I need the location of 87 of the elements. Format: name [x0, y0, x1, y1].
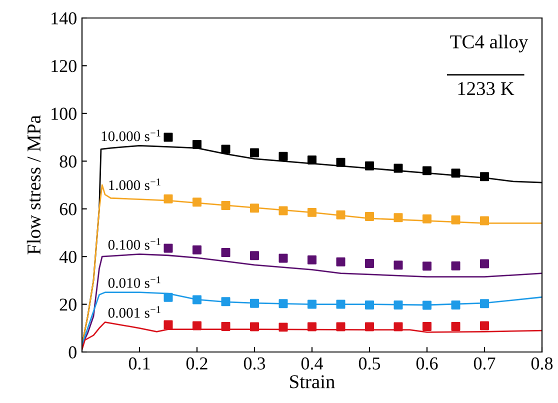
point	[308, 255, 316, 264]
point	[451, 168, 460, 178]
x-tick-label: 0.1	[128, 357, 150, 370]
x-tick-label: 0.5	[358, 357, 380, 370]
y-tick-label: 0	[68, 346, 76, 358]
point	[164, 194, 173, 204]
point	[451, 215, 460, 224]
y-tick-label: 140	[52, 12, 76, 24]
point	[164, 244, 173, 253]
line-series	[82, 292, 542, 346]
point	[336, 300, 346, 309]
point	[480, 321, 489, 330]
y-tick-label: 120	[52, 60, 76, 72]
x-axis-title: Strain	[290, 375, 335, 388]
series-label: 10.000 s$^{−1}$	[102, 130, 160, 142]
point	[221, 144, 230, 154]
point	[250, 204, 259, 213]
point	[250, 148, 259, 158]
point	[394, 300, 403, 310]
y-tick-label: 100	[52, 108, 76, 120]
point	[365, 258, 374, 268]
point	[192, 321, 202, 330]
point	[221, 248, 230, 258]
x-tick-label: 0.6	[416, 357, 438, 370]
x-tick-label: 0.7	[474, 357, 496, 370]
point	[480, 216, 489, 226]
annotation: 1233 K	[458, 82, 514, 96]
point	[422, 262, 432, 271]
series-label: 0.001 s$^{−1}$	[108, 306, 160, 318]
y-axis-title: Flow stress / MPa	[26, 115, 41, 254]
point	[278, 322, 288, 332]
point	[221, 322, 230, 331]
point	[451, 261, 460, 270]
x-tick-label: 0.2	[186, 357, 208, 370]
point	[278, 299, 288, 308]
point	[394, 213, 403, 222]
y-tick-label: 20	[60, 298, 76, 311]
point	[422, 166, 432, 176]
point	[336, 158, 346, 167]
point	[422, 214, 432, 224]
point	[365, 212, 374, 221]
point	[394, 164, 403, 173]
point	[164, 320, 173, 330]
point	[451, 300, 460, 310]
point	[480, 172, 489, 182]
point	[308, 300, 316, 309]
point	[192, 198, 202, 207]
point	[221, 297, 230, 306]
point	[308, 208, 316, 217]
y-tick-label: 60	[60, 203, 76, 216]
x-tick-label: 0.4	[301, 357, 324, 370]
point	[250, 322, 259, 332]
point	[250, 251, 259, 260]
point	[480, 259, 489, 268]
point	[451, 322, 460, 331]
point	[336, 322, 346, 332]
point	[308, 155, 316, 164]
point	[365, 300, 374, 310]
point	[192, 140, 202, 149]
series-label: 0.100 s$^{−1}$	[108, 238, 160, 250]
line-series	[82, 321, 542, 350]
point	[365, 161, 374, 170]
point	[308, 322, 316, 332]
point	[480, 299, 489, 308]
point	[221, 201, 230, 210]
point	[278, 152, 288, 161]
point	[164, 292, 173, 302]
point	[278, 206, 288, 216]
series-label: 0.010 s$^{−1}$	[108, 276, 160, 288]
y-tick-label: 40	[59, 250, 76, 264]
point	[336, 257, 346, 266]
series-label: 1.000 s$^{−1}$	[109, 178, 160, 190]
point	[394, 260, 403, 270]
point	[164, 132, 173, 142]
point	[422, 322, 432, 331]
point	[192, 245, 202, 254]
point	[365, 322, 374, 332]
point	[278, 254, 288, 263]
y-tick-label: 80	[60, 155, 76, 168]
annotation: TC4 alloy	[450, 34, 528, 52]
point	[336, 210, 346, 220]
x-tick-label: 0.8	[531, 357, 553, 370]
point	[192, 295, 202, 304]
x-tick-label: 0.3	[244, 357, 266, 370]
point	[422, 300, 432, 310]
point	[394, 322, 403, 332]
point	[250, 298, 259, 308]
